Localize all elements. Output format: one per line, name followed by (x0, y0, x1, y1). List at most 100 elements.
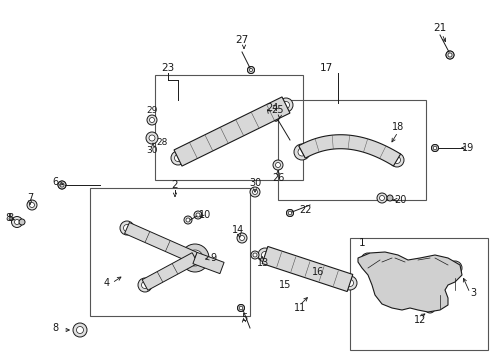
Circle shape (343, 276, 357, 290)
Circle shape (120, 221, 134, 235)
Circle shape (187, 250, 203, 266)
Circle shape (275, 162, 280, 167)
Circle shape (433, 146, 437, 150)
Circle shape (298, 148, 306, 156)
Circle shape (446, 51, 454, 59)
Circle shape (425, 303, 435, 313)
Circle shape (258, 248, 272, 262)
Circle shape (361, 253, 375, 267)
Circle shape (249, 68, 252, 72)
Text: 11: 11 (294, 303, 306, 313)
Circle shape (15, 220, 20, 225)
Circle shape (287, 210, 294, 216)
Circle shape (247, 67, 254, 73)
Circle shape (123, 225, 130, 231)
Circle shape (346, 279, 353, 287)
Polygon shape (358, 252, 462, 312)
Text: 21: 21 (433, 23, 446, 33)
Circle shape (390, 153, 404, 167)
Text: 3: 3 (470, 288, 476, 298)
Text: 24: 24 (266, 103, 278, 113)
Circle shape (19, 219, 25, 225)
Circle shape (288, 211, 292, 215)
Circle shape (365, 256, 371, 264)
Circle shape (240, 235, 245, 240)
Circle shape (146, 132, 158, 144)
Circle shape (29, 202, 34, 207)
Circle shape (187, 250, 203, 266)
Text: 18: 18 (392, 122, 404, 132)
Text: 8: 8 (5, 213, 11, 223)
Text: 26: 26 (272, 173, 284, 183)
Circle shape (174, 154, 181, 162)
Text: 7: 7 (27, 193, 33, 203)
Circle shape (11, 216, 23, 228)
Circle shape (171, 151, 185, 165)
Bar (155, 75, 303, 180)
Circle shape (27, 200, 37, 210)
Text: 1: 1 (359, 238, 366, 248)
Circle shape (181, 244, 209, 272)
Circle shape (393, 157, 400, 163)
Circle shape (294, 144, 310, 160)
Circle shape (253, 253, 257, 257)
Circle shape (147, 115, 157, 125)
Text: 29: 29 (147, 105, 158, 114)
Circle shape (432, 144, 439, 152)
Circle shape (58, 181, 66, 189)
Circle shape (377, 193, 387, 203)
Circle shape (239, 306, 243, 310)
Circle shape (250, 187, 260, 197)
Circle shape (432, 144, 439, 152)
Circle shape (76, 327, 83, 333)
Text: 19: 19 (462, 143, 474, 153)
Circle shape (446, 51, 454, 59)
Text: 17: 17 (319, 63, 333, 73)
Text: 12: 12 (414, 315, 426, 325)
Circle shape (448, 53, 452, 57)
Bar (278, 100, 426, 200)
Circle shape (138, 278, 152, 292)
Circle shape (427, 306, 433, 310)
Circle shape (402, 273, 422, 293)
Circle shape (58, 181, 66, 189)
Polygon shape (193, 252, 224, 274)
Circle shape (194, 211, 202, 219)
Text: 16: 16 (312, 267, 324, 277)
Text: 23: 23 (161, 63, 174, 73)
Circle shape (237, 233, 247, 243)
Text: 10: 10 (199, 210, 211, 220)
Circle shape (252, 189, 258, 194)
Text: 27: 27 (235, 35, 248, 45)
Circle shape (283, 102, 290, 108)
Text: 8: 8 (7, 213, 13, 223)
Circle shape (73, 323, 87, 337)
Text: 13: 13 (257, 258, 269, 268)
Polygon shape (174, 97, 290, 166)
Text: 2: 2 (172, 180, 178, 190)
Text: 30: 30 (249, 178, 261, 188)
Circle shape (196, 213, 200, 217)
Text: 28: 28 (156, 138, 168, 147)
Text: 20: 20 (394, 195, 406, 205)
Circle shape (251, 251, 259, 259)
Circle shape (379, 195, 385, 201)
Bar (90, 188, 250, 316)
Circle shape (142, 282, 148, 288)
Circle shape (387, 195, 393, 201)
Text: 4: 4 (104, 278, 110, 288)
Circle shape (273, 115, 279, 121)
Polygon shape (262, 247, 353, 292)
Circle shape (287, 210, 294, 216)
Text: 30: 30 (146, 145, 158, 154)
Text: 14: 14 (232, 225, 244, 235)
Text: 25: 25 (272, 105, 284, 115)
Text: 5: 5 (241, 313, 247, 323)
Circle shape (279, 98, 293, 112)
Circle shape (273, 115, 279, 121)
Polygon shape (142, 253, 198, 290)
Bar (350, 238, 488, 350)
Circle shape (448, 261, 462, 275)
Text: 8: 8 (52, 323, 58, 333)
Text: 6: 6 (52, 177, 58, 187)
